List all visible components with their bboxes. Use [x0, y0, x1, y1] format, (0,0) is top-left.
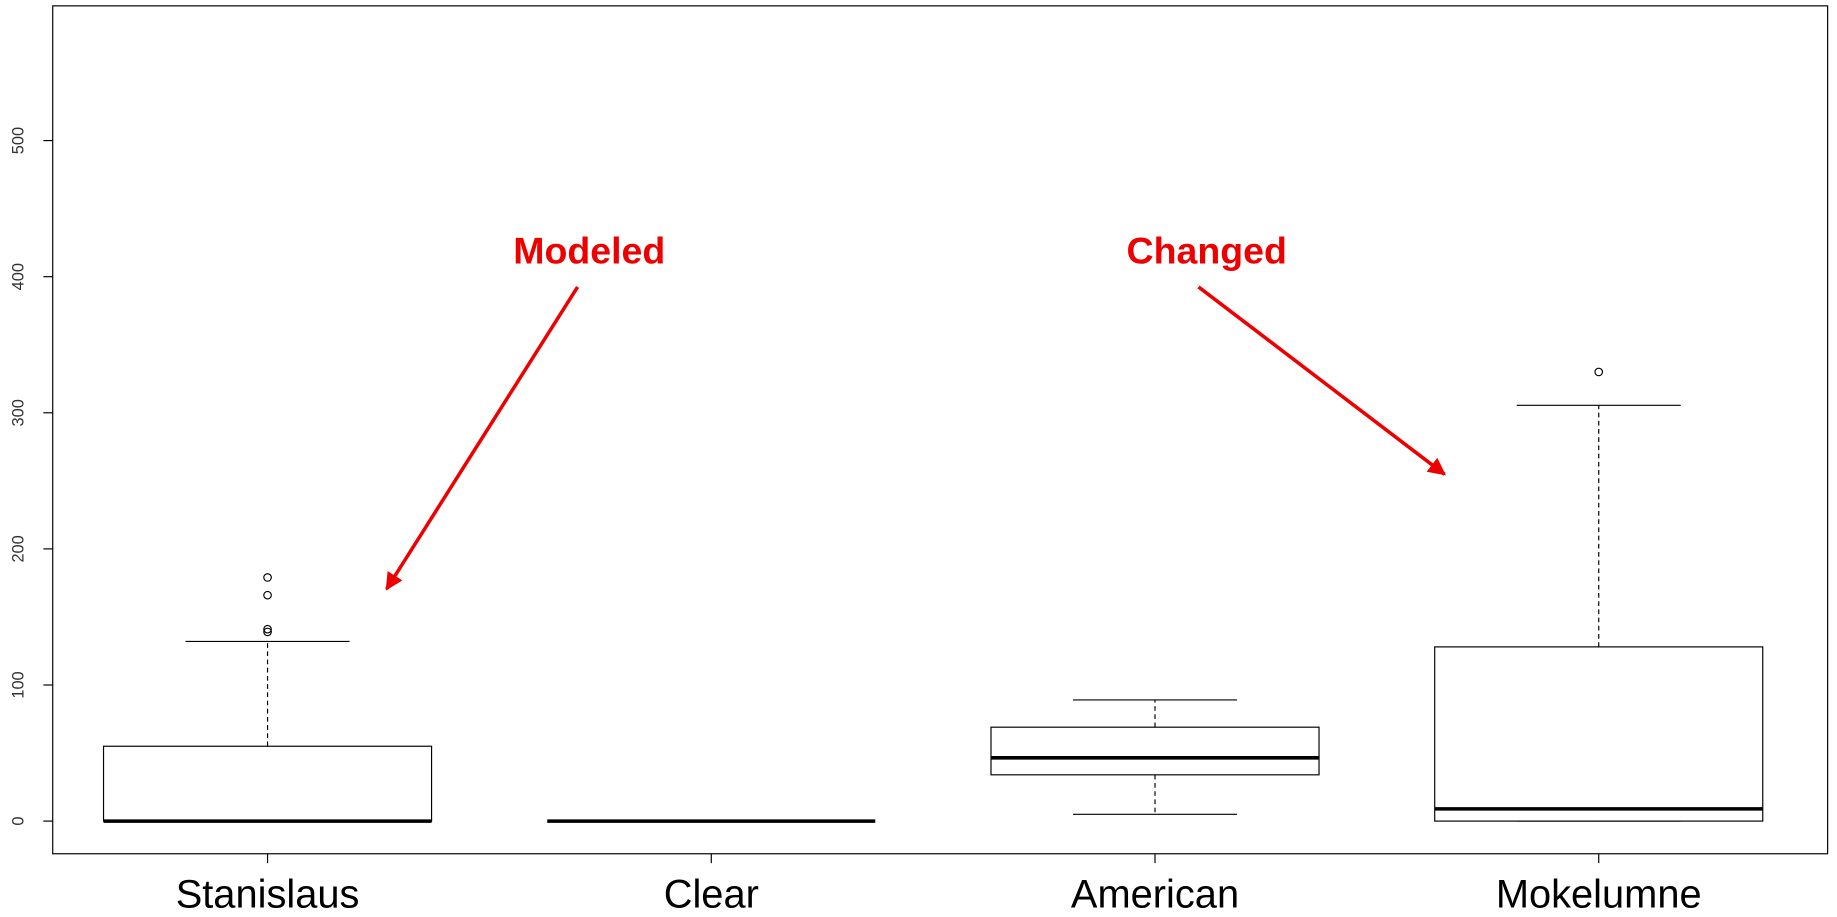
x-tick-label: American — [1071, 873, 1239, 917]
outlier — [263, 624, 272, 634]
box — [1434, 646, 1764, 822]
plot-frame — [52, 5, 1829, 855]
box — [102, 745, 433, 822]
y-tick-label: 0 — [9, 817, 27, 826]
box — [990, 726, 1320, 776]
y-tick-label: 300 — [9, 399, 27, 426]
x-tick-label: Clear — [664, 873, 759, 917]
outlier — [1594, 367, 1604, 377]
outlier — [263, 573, 272, 582]
y-tick-label: 200 — [9, 535, 27, 562]
annotation: Modeled — [513, 230, 665, 272]
annotation-arrow — [1197, 285, 1446, 476]
y-tick-label: 500 — [9, 127, 27, 154]
y-tick-label: 400 — [9, 263, 27, 290]
y-tick-label: 100 — [9, 671, 27, 698]
annotation: Changed — [1127, 230, 1287, 272]
outlier — [263, 590, 272, 600]
outlier — [263, 627, 272, 637]
annotation-arrow — [385, 285, 580, 591]
x-tick-label: Stanislaus — [176, 873, 360, 917]
x-tick-label: Mokelumne — [1496, 873, 1702, 917]
